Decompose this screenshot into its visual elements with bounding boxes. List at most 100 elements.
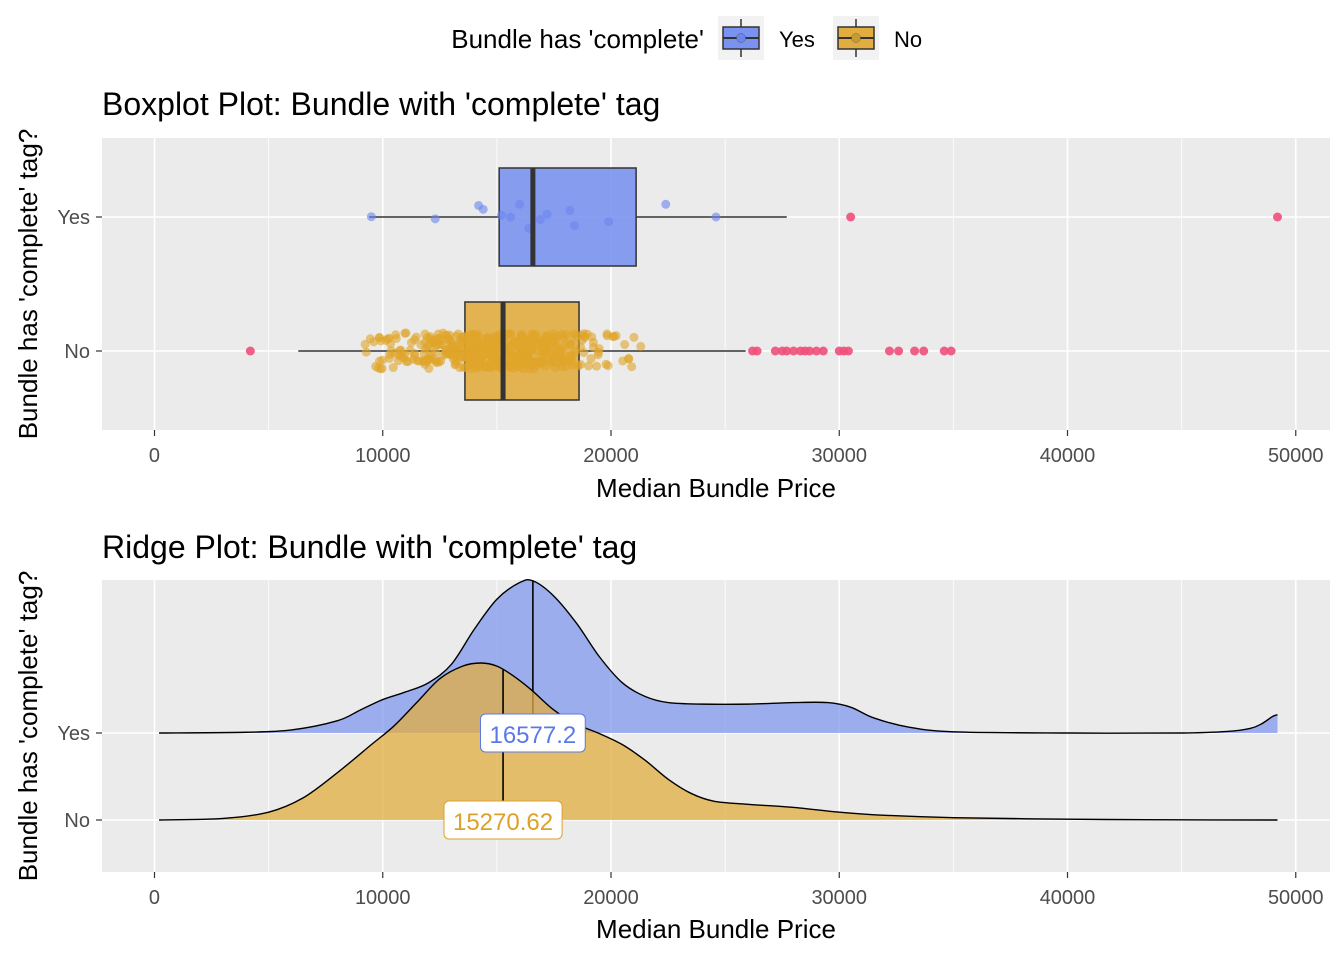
data-point <box>473 361 483 371</box>
median-label-box <box>479 713 586 753</box>
data-point <box>377 364 387 374</box>
data-point <box>466 346 476 356</box>
boxplot-panel: Boxplot Plot: Bundle with 'complete' tag… <box>13 86 1330 503</box>
data-point <box>455 363 465 373</box>
data-point <box>592 361 602 371</box>
legend: Bundle has 'complete' Yes No <box>451 16 922 60</box>
median-label-text: 15270.62 <box>453 809 553 836</box>
outlier-point <box>919 346 929 356</box>
x-tick-label: 40000 <box>1040 887 1096 909</box>
outlier-point <box>245 346 255 356</box>
data-point <box>493 342 503 352</box>
data-point <box>374 332 384 342</box>
x-tick-label: 20000 <box>583 887 639 909</box>
legend-title: Bundle has 'complete' <box>451 24 704 54</box>
x-tick-label: 10000 <box>355 445 411 467</box>
data-point <box>547 357 557 367</box>
data-point <box>384 353 394 363</box>
boxplot-title: Boxplot Plot: Bundle with 'complete' tag <box>102 86 660 122</box>
ridge-y-axis-title: Bundle has 'complete' tag? <box>13 571 43 882</box>
data-point <box>414 356 424 366</box>
boxplot-plot-area <box>102 138 1330 430</box>
data-point <box>586 354 596 364</box>
y-tick-label: Yes <box>57 207 90 229</box>
outlier-point <box>770 346 780 356</box>
data-point <box>478 204 488 214</box>
data-point <box>366 212 376 222</box>
data-point <box>548 351 558 361</box>
data-point <box>554 349 564 359</box>
data-point <box>601 359 611 369</box>
data-point <box>422 333 432 343</box>
data-point <box>509 337 519 347</box>
outlier-point <box>782 346 792 356</box>
boxplot-y-axis-title: Bundle has 'complete' tag? <box>13 129 43 440</box>
data-point <box>393 350 403 360</box>
data-point <box>411 332 421 342</box>
box-iqr <box>498 167 637 267</box>
data-point <box>538 336 548 346</box>
data-point <box>588 337 598 347</box>
data-point <box>517 359 527 369</box>
data-point <box>432 358 442 368</box>
data-point <box>459 345 469 355</box>
outlier-point <box>843 346 853 356</box>
data-point <box>487 362 497 372</box>
boxplot-x-axis-title: Median Bundle Price <box>596 473 836 503</box>
data-point <box>424 363 434 373</box>
data-point <box>442 331 452 341</box>
data-point <box>524 345 534 355</box>
data-point <box>386 339 396 349</box>
data-point <box>488 354 498 364</box>
ridge-area <box>159 663 1278 820</box>
ridge-x-axis-title: Median Bundle Price <box>596 914 836 944</box>
outlier-point <box>894 346 904 356</box>
ridge-outline <box>159 578 1278 734</box>
data-point <box>503 350 513 360</box>
outlier-point <box>805 346 815 356</box>
data-point <box>535 215 545 225</box>
data-point <box>401 357 411 367</box>
x-tick-label: 0 <box>149 445 160 467</box>
x-tick-label: 50000 <box>1268 887 1324 909</box>
data-point <box>377 355 387 365</box>
data-point <box>636 341 646 351</box>
outlier-point <box>910 346 920 356</box>
outlier-point <box>884 346 894 356</box>
data-point <box>584 361 594 371</box>
data-point <box>453 329 463 339</box>
data-point <box>361 347 371 357</box>
outlier-point <box>811 346 821 356</box>
data-point <box>506 212 516 222</box>
data-point <box>711 212 721 222</box>
legend-label-no: No <box>894 27 922 52</box>
data-point <box>430 214 440 224</box>
box-no <box>245 301 956 401</box>
data-point <box>401 328 411 338</box>
ridge-title: Ridge Plot: Bundle with 'complete' tag <box>102 529 637 565</box>
data-point <box>604 217 614 227</box>
data-point <box>594 344 604 354</box>
data-point <box>550 335 560 345</box>
x-tick-label: 20000 <box>583 445 639 467</box>
data-point <box>496 210 506 220</box>
x-tick-label: 30000 <box>811 445 867 467</box>
box-yes <box>366 167 1283 267</box>
data-point <box>661 199 671 209</box>
data-point <box>515 199 525 209</box>
outlier-point <box>789 346 799 356</box>
data-point <box>456 337 466 347</box>
x-tick-label: 10000 <box>355 887 411 909</box>
data-point <box>419 349 429 359</box>
data-point <box>627 362 637 372</box>
data-point <box>568 360 578 370</box>
outlier-point <box>1273 212 1283 222</box>
median-label-yes: 16577.2 <box>479 713 586 753</box>
data-point <box>569 220 579 230</box>
x-tick-label: 0 <box>149 887 160 909</box>
data-point <box>532 358 542 368</box>
legend-key-no <box>833 16 879 60</box>
x-tick-label: 30000 <box>811 887 867 909</box>
x-tick-label: 40000 <box>1040 445 1096 467</box>
